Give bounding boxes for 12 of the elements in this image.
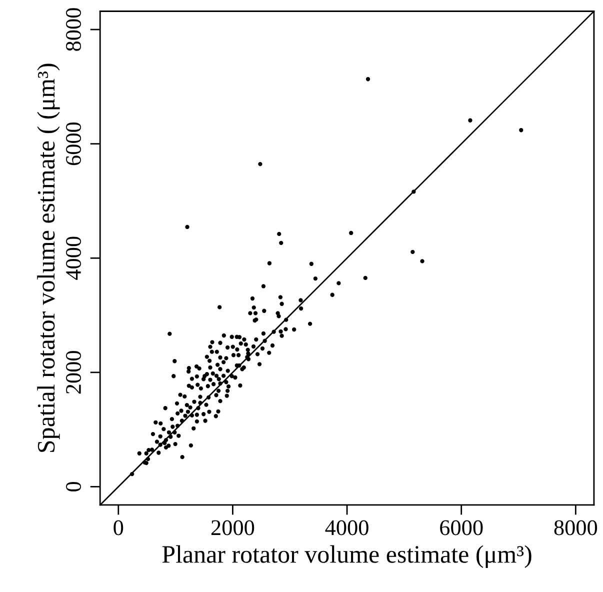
y-tick-label: 8000 [66, 8, 81, 51]
x-tick-label: 0 [114, 520, 124, 536]
y-tick-label: 0 [66, 482, 81, 492]
x-tick-label: 6000 [440, 520, 483, 536]
x-axis-title: Planar rotator volume estimate (μm³) [162, 545, 532, 568]
x-tick-label: 2000 [211, 520, 254, 536]
y-tick-label: 2000 [66, 351, 81, 394]
y-tick-label: 6000 [66, 122, 81, 166]
x-tick-label: 4000 [325, 520, 368, 536]
y-axis-title: Spatial rotator volume estimate ( (μm³) [37, 64, 60, 452]
y-tick-label: 4000 [66, 236, 81, 280]
x-tick-label: 8000 [554, 520, 598, 536]
